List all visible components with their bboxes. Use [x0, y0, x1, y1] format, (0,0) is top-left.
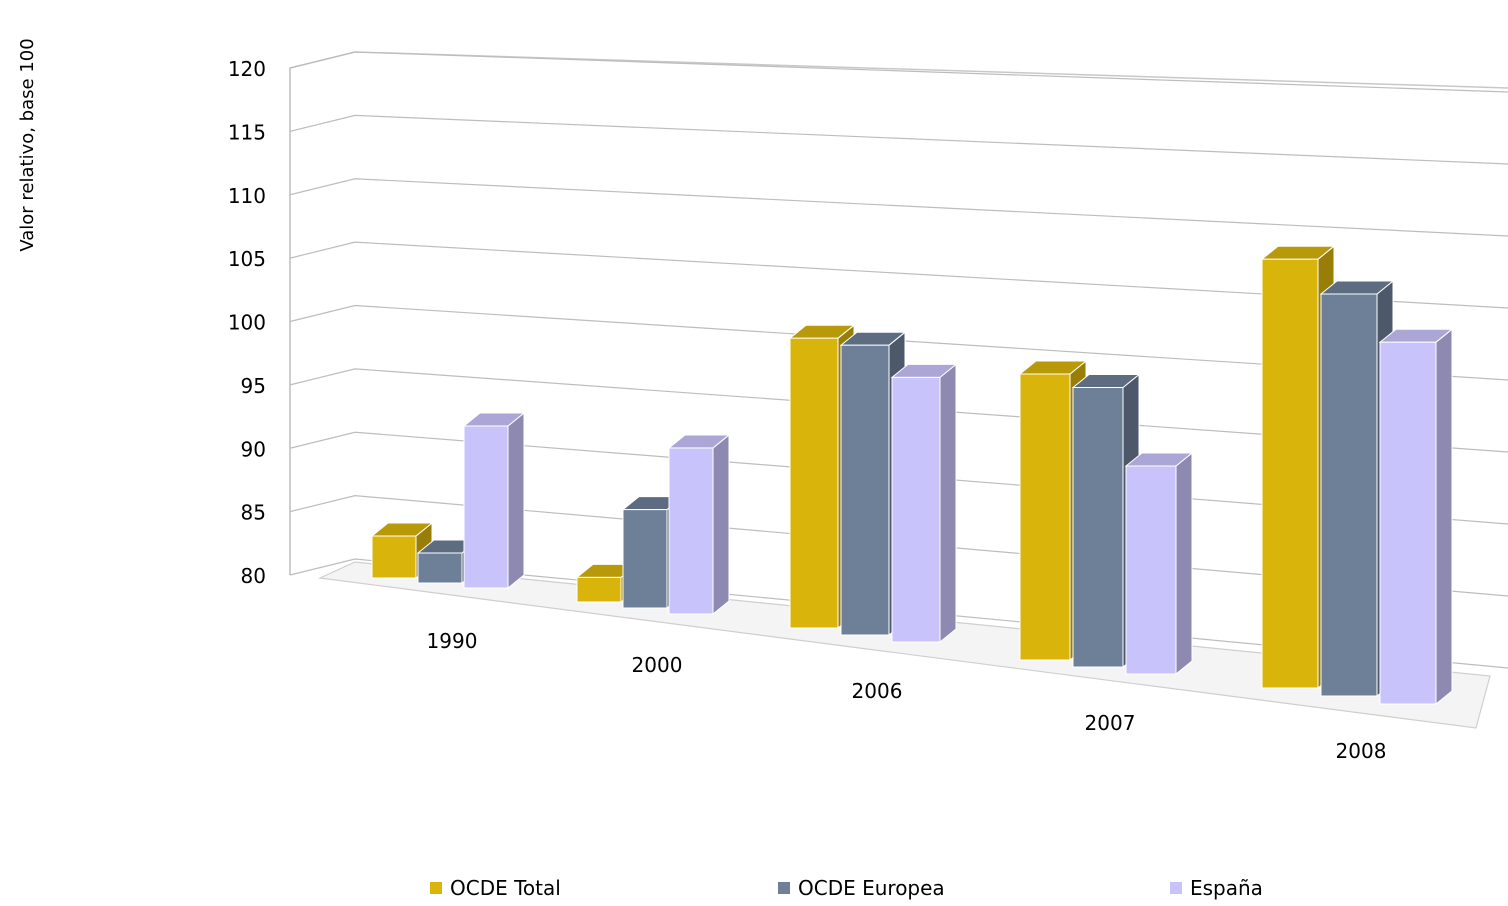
y-tick-label: 85 [241, 501, 266, 525]
y-tick-label: 80 [241, 564, 266, 588]
bar-ocde-europea-2006 [839, 331, 907, 637]
legend-item-ocde-total: OCDE Total [430, 876, 561, 900]
bar-ocde-total-2000 [575, 563, 639, 604]
bar-espana-2007 [1124, 451, 1194, 676]
gridlines [289, 51, 1508, 669]
x-axis-categories: 1990 2000 2006 2007 2008 [427, 629, 1387, 763]
bar-espana-2000 [667, 433, 731, 616]
y-tick-label: 90 [241, 437, 266, 461]
legend-swatch-ocde-total [430, 882, 442, 894]
x-category-label: 2007 [1085, 711, 1136, 735]
legend-label: España [1190, 876, 1263, 900]
bar-espana-2006 [890, 363, 958, 644]
y-tick-label: 105 [228, 247, 266, 271]
y-tick-label: 110 [228, 184, 266, 208]
legend-item-ocde-europea: OCDE Europea [778, 876, 945, 900]
chart-floor [317, 561, 1491, 729]
legend-label: OCDE Total [450, 876, 561, 900]
bar-espana-2008 [1378, 328, 1454, 706]
x-category-label: 1990 [427, 629, 478, 653]
legend: OCDE Total OCDE Europea España [0, 876, 1508, 906]
y-tick-label: 120 [228, 57, 266, 81]
y-tick-label: 95 [241, 374, 266, 398]
legend-swatch-ocde-europea [778, 882, 790, 894]
legend-item-espana: España [1170, 876, 1263, 900]
bar-espana-1990 [462, 411, 526, 590]
y-tick-label: 100 [228, 311, 266, 335]
bars [370, 245, 1454, 706]
x-category-label: 2000 [632, 653, 683, 677]
legend-label: OCDE Europea [798, 876, 945, 900]
y-axis-ticks: 80 85 90 95 100 105 110 115 120 [228, 57, 266, 588]
x-category-label: 2008 [1336, 739, 1387, 763]
y-axis-label: Valor relativo, base 100 [17, 38, 38, 251]
y-tick-label: 115 [228, 120, 266, 144]
legend-swatch-espana [1170, 882, 1182, 894]
x-category-label: 2006 [852, 679, 903, 703]
